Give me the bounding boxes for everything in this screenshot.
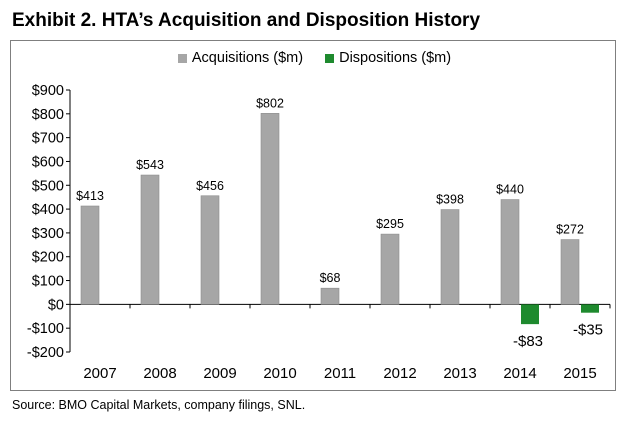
- bar-acquisitions: [200, 195, 220, 305]
- y-tick-label: $200: [32, 250, 64, 266]
- data-label-acquisitions: $398: [436, 193, 464, 207]
- chart-legend: Acquisitions ($m) Dispositions ($m): [0, 50, 629, 66]
- data-label-dispositions: -$83: [513, 333, 543, 350]
- y-tick-label: -$100: [27, 321, 64, 337]
- chart-frame: [10, 40, 616, 391]
- y-tick-label: -$200: [27, 345, 64, 361]
- legend-label-acquisitions: Acquisitions ($m): [191, 50, 304, 66]
- legend-swatch-dispositions: [325, 53, 335, 63]
- bar-acquisitions: [500, 199, 520, 305]
- bar-acquisitions: [140, 174, 160, 305]
- y-tick-label: $800: [32, 107, 64, 123]
- x-tick-label: 2009: [203, 365, 236, 382]
- bar-acquisitions: [320, 287, 340, 305]
- y-tick-label: $500: [32, 178, 64, 194]
- data-label-acquisitions: $543: [136, 158, 164, 172]
- y-tick-label: $100: [32, 274, 64, 290]
- bar-dispositions: [521, 304, 539, 325]
- x-tick-label: 2012: [383, 365, 416, 382]
- y-tick-label: $0: [48, 297, 64, 313]
- y-tick-label: $700: [32, 131, 64, 147]
- legend-item-acquisitions[interactable]: Acquisitions ($m): [177, 50, 304, 66]
- bar-dispositions: [581, 304, 599, 313]
- data-label-acquisitions: $456: [196, 179, 224, 193]
- data-label-acquisitions: $68: [320, 271, 341, 285]
- data-label-acquisitions: $802: [256, 96, 284, 110]
- data-label-acquisitions: $413: [76, 189, 104, 203]
- x-tick-label: 2010: [263, 365, 296, 382]
- x-tick-label: 2015: [563, 365, 596, 382]
- data-label-acquisitions: $440: [496, 183, 524, 197]
- legend-item-dispositions[interactable]: Dispositions ($m): [325, 50, 451, 66]
- source-note: Source: BMO Capital Markets, company fil…: [12, 398, 306, 412]
- bar-acquisitions: [380, 233, 400, 305]
- data-label-acquisitions: $295: [376, 217, 404, 231]
- x-tick-label: 2011: [324, 365, 356, 382]
- bar-acquisitions: [80, 205, 100, 305]
- y-tick-label: $400: [32, 202, 64, 218]
- legend-swatch-acquisitions: [177, 53, 187, 63]
- data-label-acquisitions: $272: [556, 223, 584, 237]
- legend-label-dispositions: Dispositions ($m): [339, 50, 452, 66]
- bar-acquisitions: [260, 113, 280, 305]
- y-tick-label: $300: [32, 226, 64, 242]
- y-tick-label: $900: [32, 83, 64, 99]
- x-tick-label: 2007: [83, 365, 116, 382]
- data-label-dispositions: -$35: [573, 322, 603, 339]
- x-tick-label: 2013: [443, 365, 476, 382]
- bar-acquisitions: [560, 239, 580, 305]
- x-tick-label: 2014: [503, 365, 536, 382]
- x-tick-label: 2008: [143, 365, 176, 382]
- y-tick-label: $600: [32, 154, 64, 170]
- page-title: Exhibit 2. HTA’s Acquisition and Disposi…: [12, 10, 481, 31]
- bar-acquisitions: [440, 209, 460, 305]
